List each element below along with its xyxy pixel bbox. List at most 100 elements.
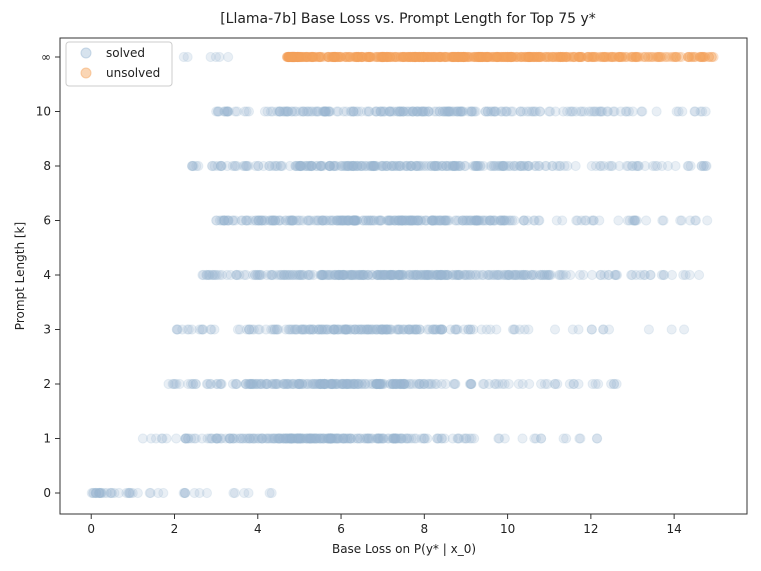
solved-point — [174, 378, 185, 390]
solved-point — [245, 378, 256, 390]
solved-point — [346, 433, 357, 444]
solved-point — [281, 433, 293, 444]
solved-point — [391, 378, 402, 390]
solved-point — [179, 487, 191, 499]
solved-point — [690, 215, 701, 226]
unsolved-point — [582, 51, 593, 63]
legend-label-solved: solved — [106, 46, 145, 60]
solved-point — [378, 269, 389, 281]
solved-point — [489, 378, 500, 390]
solved-point — [247, 378, 258, 390]
solved-point — [400, 324, 411, 335]
solved-point — [332, 215, 343, 226]
solved-point — [371, 378, 382, 390]
solved-point — [666, 324, 677, 335]
x-axis-label: Base Loss on P(y* | x_0) — [332, 542, 476, 556]
solved-point — [202, 433, 213, 444]
solved-point — [262, 378, 273, 390]
solved-point — [293, 433, 304, 444]
solved-point — [90, 487, 102, 499]
solved-point — [281, 433, 292, 444]
solved-point — [340, 433, 351, 444]
solved-point — [333, 324, 344, 335]
solved-point — [330, 378, 341, 390]
solved-point — [388, 433, 399, 444]
solved-point — [411, 324, 422, 335]
solved-point — [280, 378, 291, 390]
solved-point — [240, 378, 251, 390]
solved-point — [423, 269, 434, 281]
solved-point — [321, 324, 333, 335]
solved-point — [573, 324, 584, 335]
y-tick-label: 4 — [43, 268, 51, 282]
solved-point — [327, 433, 338, 444]
solved-point — [387, 378, 398, 390]
solved-point — [270, 378, 282, 390]
solved-point — [326, 378, 337, 390]
solved-point — [220, 433, 231, 444]
solved-point — [350, 378, 361, 390]
solved-point — [388, 378, 399, 390]
solved-point — [171, 433, 182, 444]
x-tick-label: 6 — [337, 522, 345, 536]
solved-point — [431, 378, 442, 390]
solved-point — [357, 269, 368, 281]
solved-point — [319, 378, 330, 390]
y-tick-label: 1 — [43, 432, 51, 446]
solved-point — [437, 433, 448, 444]
solved-point — [287, 433, 298, 444]
solved-point — [524, 378, 535, 390]
solved-point — [374, 433, 386, 444]
solved-point — [325, 324, 336, 335]
points-layer — [86, 51, 719, 499]
solved-point — [171, 378, 182, 390]
solved-point — [224, 433, 235, 444]
solved-point — [274, 433, 286, 444]
solved-point — [419, 378, 430, 390]
solved-point — [385, 324, 396, 335]
solved-point — [493, 378, 504, 390]
solved-point — [294, 269, 305, 281]
solved-point — [93, 487, 105, 499]
solved-point — [310, 433, 321, 444]
solved-point — [316, 324, 328, 335]
solved-point — [332, 324, 344, 335]
solved-point — [349, 378, 360, 390]
solved-point — [450, 324, 461, 335]
solved-point — [501, 106, 512, 117]
solved-point — [322, 433, 333, 444]
solved-point — [205, 378, 216, 390]
solved-point — [390, 378, 401, 390]
solved-point — [602, 106, 613, 117]
solved-point — [350, 324, 361, 335]
solved-point — [121, 487, 132, 499]
solved-point — [234, 433, 245, 444]
solved-point — [398, 324, 409, 335]
solved-point — [273, 433, 284, 444]
solved-point — [394, 378, 406, 390]
solved-point — [304, 324, 316, 335]
solved-point — [328, 324, 339, 335]
solved-point — [432, 433, 443, 444]
solved-point — [328, 324, 339, 335]
solved-point — [282, 378, 293, 390]
solved-point — [144, 487, 155, 499]
solved-point — [211, 433, 222, 444]
solved-point — [307, 378, 318, 390]
solved-point — [367, 378, 379, 390]
solved-point — [629, 215, 640, 226]
solved-point — [613, 215, 624, 226]
solved-point — [379, 324, 390, 335]
solved-point — [561, 433, 572, 444]
solved-point — [678, 324, 690, 335]
solved-point — [338, 378, 349, 390]
solved-point — [329, 324, 340, 335]
solved-point — [363, 378, 374, 390]
solved-point — [305, 433, 316, 444]
solved-point — [314, 378, 325, 390]
unsolved-point — [323, 51, 334, 63]
solved-point — [269, 324, 280, 335]
solved-point — [248, 433, 259, 444]
solved-point — [552, 378, 563, 390]
solved-point — [339, 378, 350, 390]
